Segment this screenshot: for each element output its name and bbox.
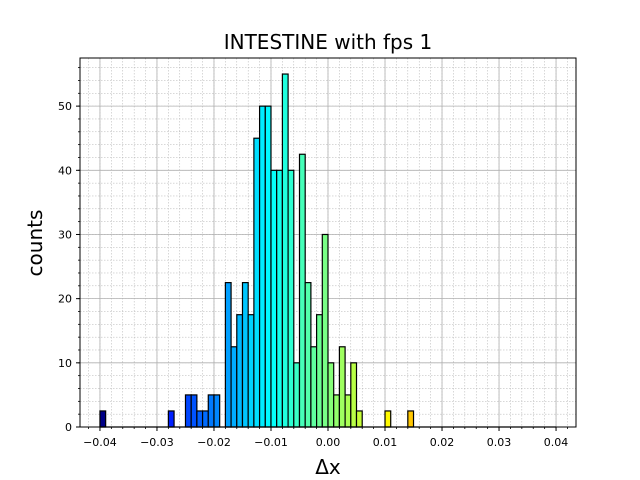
- y-tick-label: 20: [58, 293, 72, 306]
- x-tick-label: 0.02: [430, 436, 455, 449]
- histogram-bar: [196, 410, 204, 428]
- histogram-bar: [236, 314, 244, 428]
- histogram-bar: [350, 362, 358, 428]
- histogram-bar: [304, 282, 312, 428]
- histogram-bar: [207, 394, 215, 428]
- histogram-bar: [184, 394, 192, 428]
- histogram-bar: [213, 394, 221, 428]
- y-tick-label: 10: [58, 357, 72, 370]
- x-tick-label: 0.01: [373, 436, 398, 449]
- x-axis: −0.04 −0.03 −0.02 −0.01 0.00 0.01 0.02 0.03 0.04: [83, 427, 568, 449]
- histogram-bar: [344, 394, 352, 428]
- x-tick-label: 0.03: [487, 436, 512, 449]
- histogram-bar: [264, 105, 272, 428]
- histogram-bar: [241, 282, 249, 428]
- histogram-bar: [224, 282, 232, 428]
- histogram-bar: [201, 410, 209, 428]
- histogram-bar: [338, 346, 346, 428]
- histogram-bar: [310, 346, 318, 428]
- y-tick-label: 30: [58, 228, 72, 241]
- histogram-bar: [258, 105, 266, 428]
- chart-title: INTESTINE with fps 1: [224, 30, 433, 54]
- x-tick-label: −0.02: [197, 436, 231, 449]
- x-axis-label: Δx: [315, 455, 341, 479]
- x-tick-label: −0.03: [140, 436, 174, 449]
- histogram-bar: [167, 410, 175, 428]
- x-tick-label: 0.04: [544, 436, 569, 449]
- histogram-bar: [190, 394, 198, 428]
- y-tick-label: 0: [65, 421, 72, 434]
- histogram-bar: [327, 362, 335, 428]
- y-axis-label: counts: [23, 210, 47, 277]
- x-tick-label: −0.01: [254, 436, 288, 449]
- histogram-bar: [270, 169, 278, 428]
- histogram-bar: [293, 362, 301, 428]
- histogram-bar: [99, 410, 107, 428]
- histogram-bar: [298, 153, 306, 428]
- histogram-bar: [276, 169, 283, 428]
- y-tick-label: 50: [58, 100, 72, 113]
- histogram-bar: [247, 314, 255, 428]
- x-tick-label: 0.00: [316, 436, 341, 449]
- y-axis: 0 10 20 30 40 50: [58, 67, 80, 434]
- histogram-bar: [333, 394, 341, 428]
- y-tick-label: 40: [58, 164, 72, 177]
- histogram-bar: [230, 346, 238, 428]
- histogram-bar: [315, 314, 323, 428]
- histogram-bar: [407, 410, 415, 428]
- histogram-bar: [253, 137, 261, 428]
- histogram-bar: [321, 233, 329, 428]
- histogram-bar: [384, 410, 392, 428]
- histogram-bar: [355, 410, 363, 428]
- histogram-bar: [287, 169, 295, 428]
- histogram-bar: [281, 73, 289, 428]
- x-tick-label: −0.04: [83, 436, 117, 449]
